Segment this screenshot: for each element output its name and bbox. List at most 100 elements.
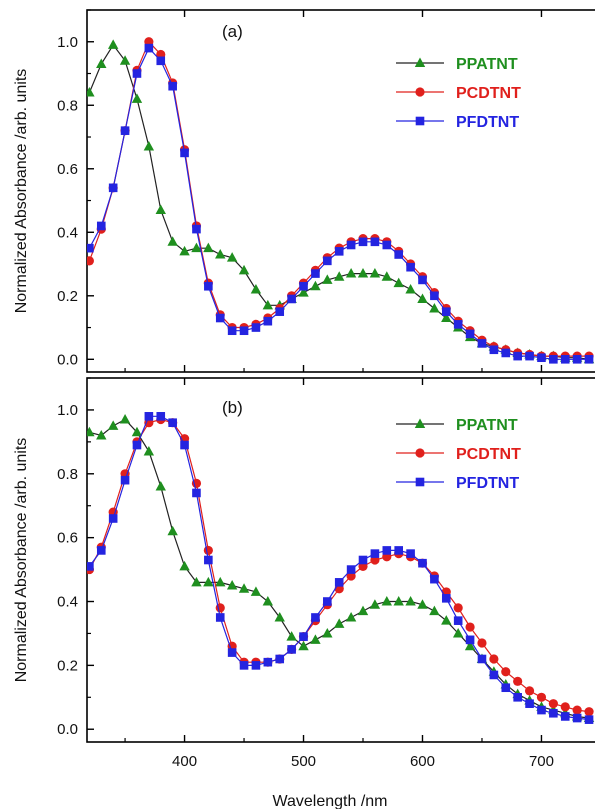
data-point — [334, 247, 344, 256]
data-point — [180, 148, 189, 158]
data-point — [87, 562, 94, 571]
data-point — [357, 268, 369, 278]
data-point — [393, 277, 404, 288]
legend-label: PCDTNT — [456, 446, 521, 463]
data-point — [370, 237, 380, 247]
data-point — [345, 268, 357, 278]
data-point — [226, 580, 238, 590]
data-point — [453, 320, 463, 329]
data-point — [287, 645, 296, 654]
data-point — [263, 657, 273, 667]
data-point — [251, 323, 261, 332]
data-point — [346, 240, 356, 250]
data-point — [275, 307, 285, 316]
data-point — [310, 634, 321, 644]
data-point — [584, 707, 594, 717]
data-point — [369, 268, 381, 278]
y-axis-title: Normalized Absorbance /arb. units — [13, 438, 30, 683]
data-point — [405, 596, 416, 606]
data-point — [429, 605, 440, 616]
data-point — [299, 632, 308, 641]
data-point — [179, 245, 190, 256]
data-point — [477, 339, 487, 348]
data-point — [334, 618, 345, 628]
data-point — [250, 283, 262, 294]
data-point — [298, 287, 309, 297]
data-point — [477, 638, 487, 648]
data-point — [513, 351, 522, 361]
data-point — [251, 661, 261, 670]
data-point — [382, 240, 392, 250]
data-point — [119, 55, 131, 65]
data-point — [192, 488, 201, 498]
data-point — [238, 583, 250, 593]
data-point — [108, 514, 118, 523]
data-point — [524, 686, 535, 696]
legend-marker — [415, 116, 425, 126]
data-point — [96, 221, 106, 231]
data-point — [132, 69, 142, 78]
legend-label: PFDTNT — [456, 114, 519, 131]
series-pfdtnt — [87, 43, 594, 364]
data-point — [144, 412, 154, 421]
data-point — [489, 654, 499, 664]
data-point — [96, 429, 107, 440]
data-point — [560, 354, 570, 364]
data-point — [156, 412, 166, 421]
data-point — [132, 440, 142, 450]
data-point — [560, 702, 570, 712]
data-point — [287, 294, 296, 304]
data-point — [382, 546, 392, 555]
y-tick-label: 0.6 — [57, 161, 78, 178]
data-point — [144, 43, 154, 53]
data-point — [560, 712, 570, 721]
data-point — [87, 426, 95, 437]
series-line — [88, 418, 590, 713]
data-point — [96, 546, 106, 555]
data-point — [346, 565, 356, 574]
legend-label: PPATNT — [456, 417, 518, 434]
data-point — [87, 256, 94, 266]
data-point — [179, 560, 190, 571]
data-point — [215, 576, 226, 587]
legend-marker — [414, 418, 426, 428]
data-point — [549, 708, 558, 718]
data-point — [464, 640, 476, 651]
data-point — [191, 242, 202, 253]
data-point — [239, 326, 249, 336]
data-point — [238, 264, 250, 275]
data-point — [381, 596, 393, 606]
x-tick-label: 700 — [529, 753, 554, 770]
data-point — [131, 93, 143, 103]
y-axis-title: Normalized Absorbance /arb. units — [13, 69, 30, 314]
legend-marker — [415, 87, 425, 97]
data-point — [215, 613, 225, 622]
y-tick-label: 0.4 — [57, 594, 78, 611]
data-point — [203, 576, 214, 587]
data-point — [441, 615, 452, 625]
data-point — [107, 39, 119, 49]
data-point — [358, 555, 368, 565]
plot-frame — [86, 9, 595, 373]
data-point — [513, 676, 523, 686]
data-point — [381, 271, 393, 281]
data-point — [572, 713, 582, 723]
data-point — [429, 302, 440, 313]
data-point — [453, 616, 463, 625]
data-point — [549, 354, 558, 364]
data-point — [155, 204, 166, 215]
y-tick-label: 0.2 — [57, 288, 78, 305]
data-point — [334, 271, 345, 281]
panel-label: (a) — [222, 22, 243, 41]
data-point — [537, 353, 546, 363]
data-point — [489, 670, 499, 680]
data-point — [393, 596, 404, 606]
data-point — [477, 654, 487, 664]
data-point — [215, 249, 226, 259]
data-point — [430, 574, 439, 584]
data-point — [441, 307, 451, 316]
data-point — [250, 586, 262, 596]
data-point — [120, 475, 130, 485]
x-tick-label: 500 — [291, 753, 316, 770]
